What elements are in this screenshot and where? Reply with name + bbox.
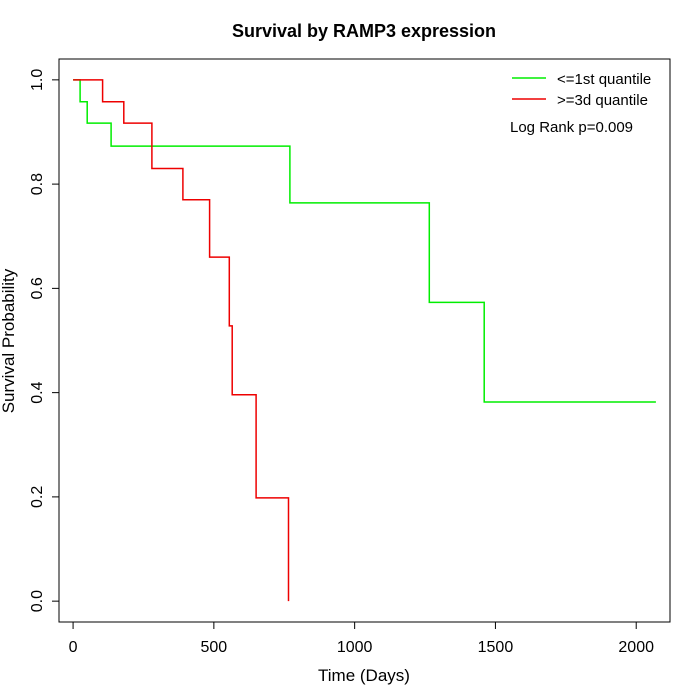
y-tick-label: 0.8 [29,173,46,195]
y-tick-label: 0.0 [29,590,46,612]
legend: <=1st quantile >=3d quantile [512,71,651,109]
x-tick-label: 500 [201,639,228,656]
series-line-0 [73,79,656,403]
y-tick-label: 0.4 [29,381,46,403]
chart-title: Survival by RAMP3 expression [232,21,496,41]
series-line-1 [73,79,290,602]
y-axis-title: Survival Probability [0,268,18,413]
y-tick-label: 0.2 [29,486,46,508]
x-tick-label: 0 [69,639,78,656]
x-axis-title: Time (Days) [318,666,410,685]
series-layer [73,79,656,602]
x-axis: 0 500 1000 1500 2000 [69,621,654,656]
y-axis: 0.0 0.2 0.4 0.6 0.8 1.0 [29,69,60,612]
x-tick-label: 2000 [618,639,654,656]
legend-label-0: <=1st quantile [557,71,651,88]
log-rank-annotation: Log Rank p=0.009 [510,119,633,136]
y-tick-label: 0.6 [29,277,46,299]
plot-frame [58,58,671,623]
x-tick-label: 1000 [337,639,373,656]
x-tick-label: 1500 [478,639,514,656]
legend-label-1: >=3d quantile [557,92,648,109]
y-tick-label: 1.0 [29,69,46,91]
